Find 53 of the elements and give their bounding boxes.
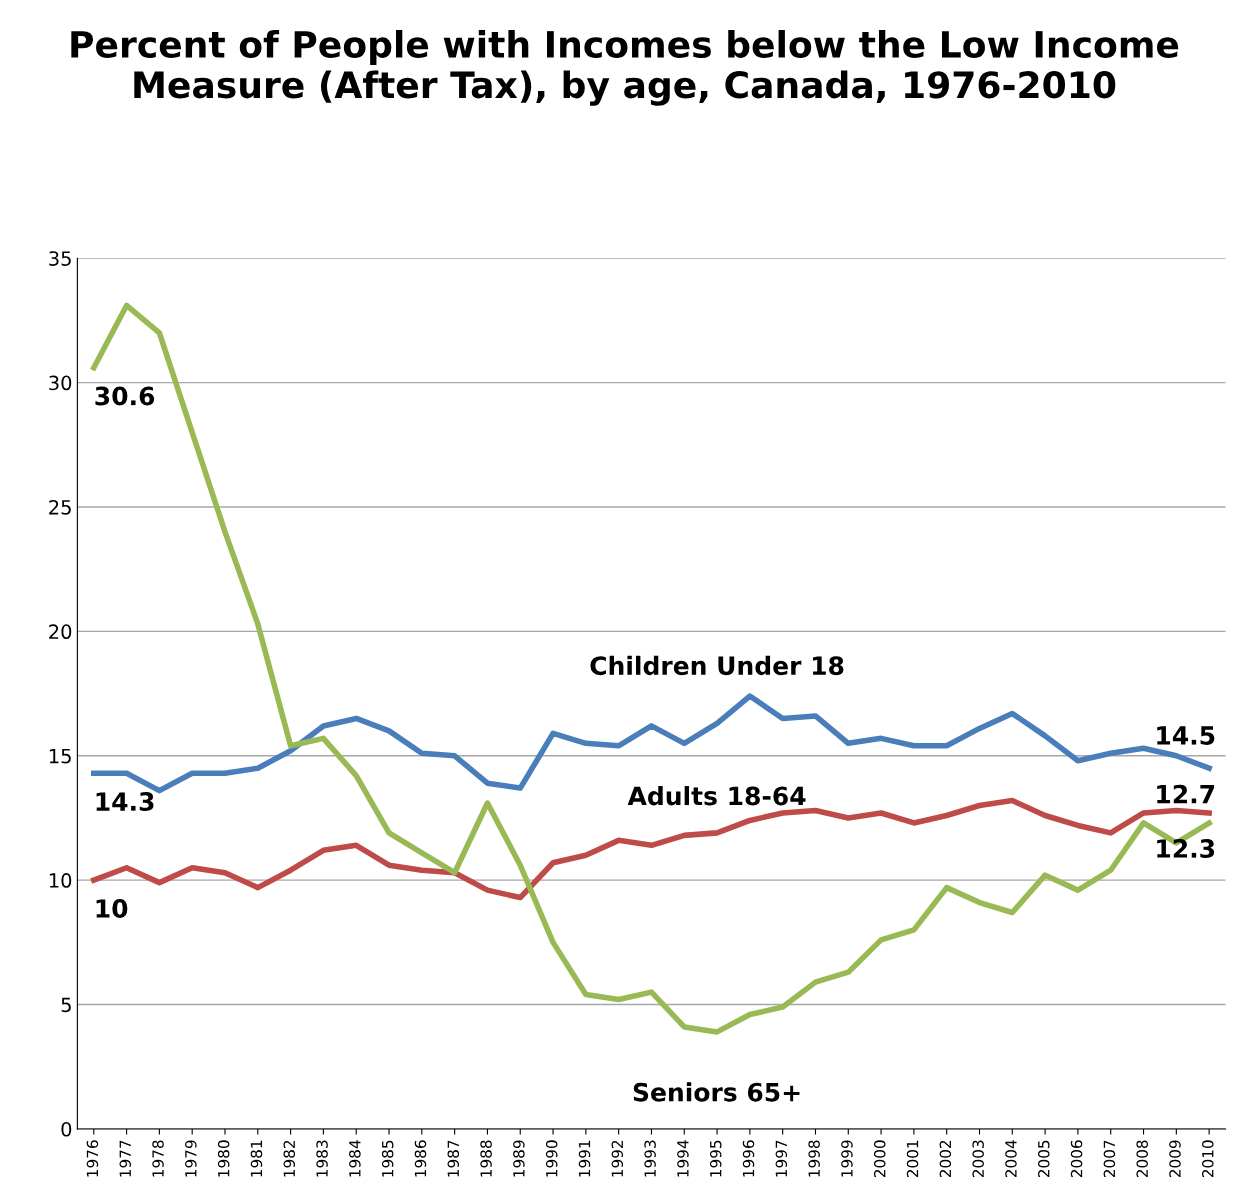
x-tick-label: 2006 (1070, 1140, 1083, 1178)
x-tick-label: 1984 (349, 1140, 361, 1177)
x-tick-label: 2009 (1169, 1140, 1181, 1178)
x-tick-label: 1989 (513, 1140, 525, 1177)
x-tick-label: 1982 (283, 1140, 296, 1177)
x-tick-label: 1983 (316, 1140, 328, 1177)
x-tick-label: 1993 (644, 1140, 656, 1177)
y-tick-label: 30 (49, 375, 72, 391)
x-tick-label: 1992 (611, 1140, 624, 1177)
y-tick-label: 5 (61, 997, 71, 1013)
x-tick-label: 1980 (217, 1140, 230, 1177)
x-tick-label: 1985 (381, 1140, 394, 1177)
y-tick-label: 10 (49, 873, 72, 888)
x-tick-label: 1991 (578, 1140, 591, 1177)
chart-title: Percent of People with Incomes below the Low Income Measure (After Tax), by age, Canada, 1976-2010 (71, 30, 1179, 106)
x-tick-label: 2001 (906, 1140, 919, 1178)
x-tick-label: 2010 (1202, 1140, 1214, 1178)
x-tick-label: 1990 (545, 1140, 558, 1177)
x-tick-label: 1994 (677, 1140, 689, 1177)
data-label: 12.3 (1157, 839, 1215, 858)
y-tick-label: 0 (61, 1121, 72, 1137)
x-tick-label: 1998 (808, 1140, 820, 1177)
x-tick-label: 2002 (939, 1140, 952, 1178)
x-tick-label: 1997 (775, 1140, 788, 1177)
x-tick-label: 1995 (709, 1140, 722, 1177)
x-tick-label: 2000 (873, 1140, 886, 1178)
x-tick-label: 1988 (480, 1140, 492, 1177)
x-tick-label: 1976 (86, 1140, 99, 1177)
x-tick-label: 1999 (841, 1140, 853, 1177)
series-label: Children Under 18 (590, 655, 844, 676)
data-label: 10 (96, 899, 128, 918)
x-tick-label: 1977 (119, 1140, 132, 1177)
x-tick-label: 2007 (1103, 1140, 1116, 1178)
data-label: 14.5 (1157, 726, 1215, 745)
x-tick-label: 1978 (152, 1140, 164, 1177)
x-tick-label: 1979 (185, 1140, 197, 1177)
text: Seniors 65+ (633, 1082, 800, 1102)
data-label: 30.6 (95, 386, 155, 406)
x-tick-label: 1986 (414, 1140, 427, 1177)
y-tick-label: 15 (49, 748, 71, 764)
x-tick-label: 1996 (742, 1140, 755, 1177)
y-tick-label: 20 (49, 624, 72, 640)
y-tick-label: 25 (49, 499, 71, 515)
x-tick-label: 2003 (972, 1140, 984, 1178)
x-tick-label: 2004 (1005, 1140, 1017, 1178)
series-label: Adults 18-64 (627, 786, 806, 806)
x-tick-label: 1987 (447, 1140, 460, 1177)
data-label: 14.3 (96, 792, 154, 811)
x-tick-label: 1981 (250, 1140, 263, 1177)
x-tick-label: 2008 (1136, 1140, 1148, 1178)
y-tick-label: 35 (49, 251, 71, 266)
x-tick-label: 2005 (1037, 1140, 1050, 1178)
data-label: 12.7 (1157, 784, 1215, 804)
